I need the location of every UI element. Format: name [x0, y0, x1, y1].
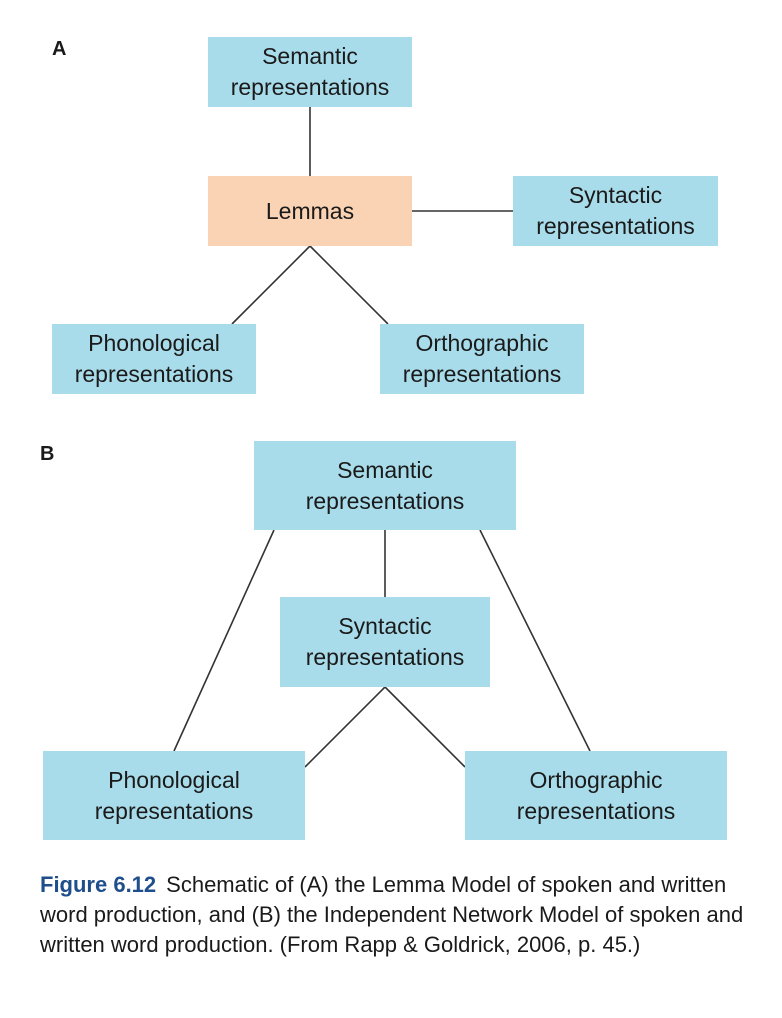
caption-text: Schematic of (A) the Lemma Model of spok… — [40, 872, 744, 957]
edge-a-lemmas-orthographic — [309, 245, 389, 325]
box-line: representations — [305, 487, 465, 514]
panel-a-orthographic-box: Orthographic representations — [380, 324, 584, 394]
figure-caption: Figure 6.12 Schematic of (A) the Lemma Mo… — [40, 870, 745, 960]
box-line: representations — [305, 644, 465, 670]
box-line: Semantic — [262, 43, 358, 69]
panel-a-syntactic-box: Syntactic representations — [513, 176, 718, 246]
box-line: Orthographic — [529, 766, 663, 793]
box-line: Semantic — [337, 456, 433, 483]
edge-a-lemmas-phonological — [231, 245, 311, 325]
panel-b-syntactic-box: Syntactic representations — [280, 597, 490, 687]
edge-b-syntactic-phonological — [304, 686, 386, 768]
box-line: representations — [230, 74, 390, 100]
panel-a-lemmas-box: Lemmas — [208, 176, 412, 246]
figure-number: Figure 6.12 — [40, 872, 157, 897]
box-line: representations — [516, 797, 676, 824]
panel-a-label: A — [52, 38, 67, 60]
panel-b-label: B — [40, 443, 55, 465]
box-line: Orthographic — [415, 330, 549, 356]
edge-b-semantic-orthographic — [479, 529, 591, 752]
panel-a-phonological-box: Phonological representations — [52, 324, 256, 394]
panel-b-phonological-box: Phonological representations — [43, 751, 305, 840]
box-line: Syntactic — [568, 182, 663, 208]
box-line: representations — [402, 361, 562, 387]
box-line: representations — [536, 213, 695, 239]
panel-a-semantic-box: Semantic representations — [208, 37, 412, 107]
box-line: Syntactic — [338, 613, 432, 639]
panel-b-orthographic-box: Orthographic representations — [465, 751, 727, 840]
box-line: representations — [94, 797, 254, 824]
panel-b-semantic-box: Semantic representations — [254, 441, 516, 530]
box-line: Phonological — [108, 766, 240, 793]
box-line: Lemmas — [265, 197, 355, 224]
box-line: representations — [74, 361, 234, 387]
edge-b-syntactic-orthographic — [384, 686, 466, 768]
edge-b-semantic-phonological — [173, 529, 275, 752]
box-line: Phonological — [88, 330, 220, 356]
